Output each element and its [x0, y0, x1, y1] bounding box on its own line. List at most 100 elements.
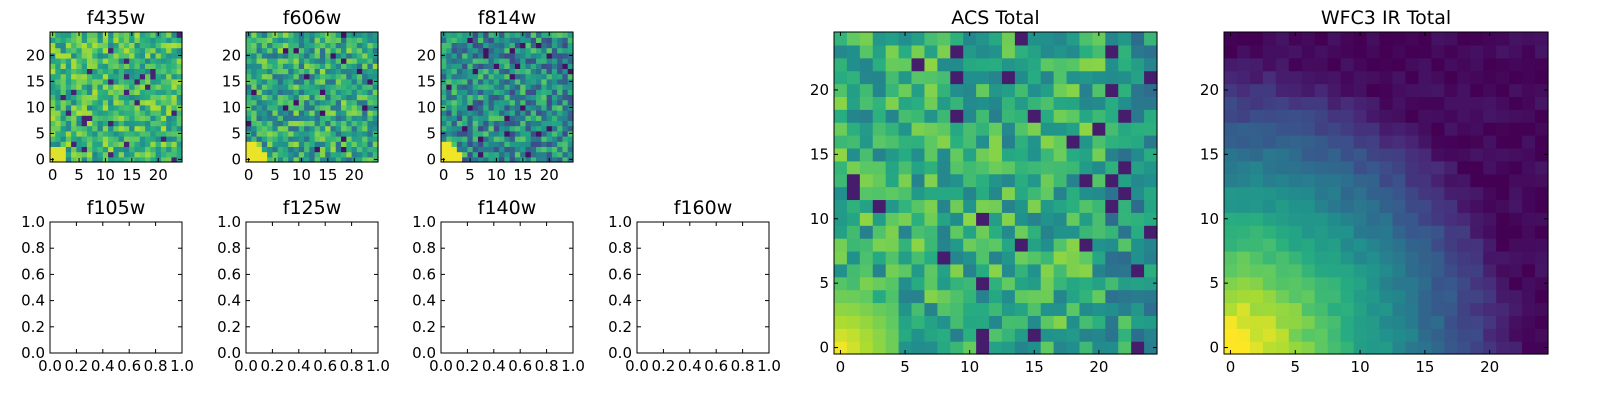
heatmap-cell — [1079, 238, 1093, 252]
heatmap-cell — [1444, 70, 1458, 85]
heatmap-cell — [546, 120, 553, 127]
heatmap-cell — [356, 141, 363, 147]
heatmap-cell — [155, 125, 162, 132]
heatmap-cell — [477, 110, 484, 116]
heatmap-cell — [1118, 96, 1132, 110]
heatmap-cell — [1431, 186, 1445, 201]
heatmap-cell — [108, 68, 114, 75]
heatmap-cell — [145, 110, 151, 116]
heatmap-cell — [362, 94, 369, 101]
heatmap-cell — [525, 63, 532, 69]
heatmap-cell — [341, 104, 347, 111]
heatmap-cell — [885, 289, 900, 304]
heatmap-cell — [1457, 250, 1471, 265]
heatmap-cell — [277, 120, 284, 127]
heatmap-cell — [1301, 57, 1316, 72]
heatmap-cell — [1483, 186, 1497, 201]
heatmap-cell — [1027, 315, 1042, 329]
heatmap-cell — [293, 32, 300, 38]
heatmap-cell — [351, 104, 358, 111]
heatmap-cell — [293, 136, 300, 142]
heatmap-cell — [351, 94, 358, 101]
heatmap-cell — [477, 120, 484, 127]
heatmap-cell — [346, 78, 353, 85]
heatmap-cell — [976, 263, 990, 278]
heatmap-cell — [504, 115, 511, 121]
heatmap-cell — [1249, 44, 1264, 59]
heatmap-cell — [567, 47, 574, 54]
heatmap-cell — [1366, 315, 1381, 329]
heatmap-cell — [1327, 302, 1342, 316]
heatmap-cell — [924, 238, 938, 252]
heatmap-cell — [1236, 160, 1251, 175]
heatmap-cell — [50, 120, 56, 127]
heatmap-cell — [1275, 147, 1290, 162]
heatmap-cell — [86, 89, 93, 95]
heatmap-cell — [1079, 70, 1093, 85]
heatmap-cell — [488, 89, 495, 95]
heatmap-cell — [150, 73, 157, 80]
heatmap-cell — [1066, 160, 1081, 175]
heatmap-cell — [567, 94, 574, 101]
heatmap-cell — [834, 186, 848, 201]
heatmap-cell — [846, 289, 861, 304]
heatmap-cell — [924, 315, 938, 329]
heatmap-cell — [1379, 160, 1394, 175]
heatmap-cell — [536, 141, 542, 147]
heatmap-cell — [1027, 199, 1042, 213]
heatmap-cell — [989, 109, 1003, 123]
y-tick-label: 5 — [819, 274, 829, 292]
heatmap-cell — [251, 94, 258, 101]
heatmap-cell — [129, 120, 136, 127]
heatmap-cell — [155, 58, 162, 64]
heatmap-cell — [514, 120, 521, 127]
heatmap-cell — [304, 141, 310, 147]
heatmap-cell — [102, 89, 109, 95]
heatmap-cell — [1249, 276, 1264, 291]
heatmap-cell — [898, 225, 913, 239]
heatmap-cell — [346, 156, 353, 163]
heatmap-cell — [1001, 328, 1016, 342]
heatmap-cell — [362, 52, 369, 59]
heatmap-cell — [282, 120, 289, 127]
heatmap-cell — [846, 276, 861, 291]
heatmap-cell — [129, 130, 136, 137]
heatmap-cell — [446, 151, 453, 158]
heatmap-cell — [950, 109, 964, 123]
heatmap-cell — [488, 151, 495, 158]
x-tick-label: 0.0 — [38, 357, 62, 375]
heatmap-cell — [367, 89, 374, 95]
heatmap-cell — [356, 58, 363, 64]
heatmap-cell — [108, 37, 114, 43]
heatmap-cell — [530, 136, 537, 142]
heatmap-cell — [834, 341, 848, 355]
heatmap-cell — [1431, 341, 1445, 355]
heatmap-cell — [976, 341, 990, 355]
heatmap-cell — [1353, 212, 1368, 226]
heatmap-cell — [493, 115, 500, 121]
heatmap-cell — [1224, 109, 1238, 123]
heatmap-cell — [97, 73, 104, 80]
heatmap-cell — [1236, 263, 1251, 278]
heatmap-cell — [859, 186, 874, 201]
heatmap-cell — [924, 160, 938, 175]
heatmap-cell — [859, 250, 874, 265]
heatmap-cell — [1314, 32, 1329, 46]
heatmap-cell — [362, 99, 369, 106]
heatmap-cell — [1236, 83, 1251, 97]
heatmap-cell — [1496, 135, 1510, 149]
heatmap-cell — [309, 73, 316, 80]
heatmap-cell — [1366, 147, 1381, 162]
heatmap-cell — [1457, 173, 1471, 188]
heatmap-cell — [1001, 44, 1016, 59]
heatmap-cell — [282, 125, 289, 132]
heatmap-cell — [372, 110, 379, 116]
heatmap-cell — [483, 94, 490, 101]
heatmap-cell — [872, 199, 887, 213]
heatmap-cell — [277, 115, 284, 121]
heatmap-cell — [314, 63, 321, 69]
heatmap-cell — [309, 120, 316, 127]
heatmap-cell — [859, 302, 874, 316]
heatmap-cell — [509, 125, 516, 132]
heatmap-cell — [341, 63, 347, 69]
